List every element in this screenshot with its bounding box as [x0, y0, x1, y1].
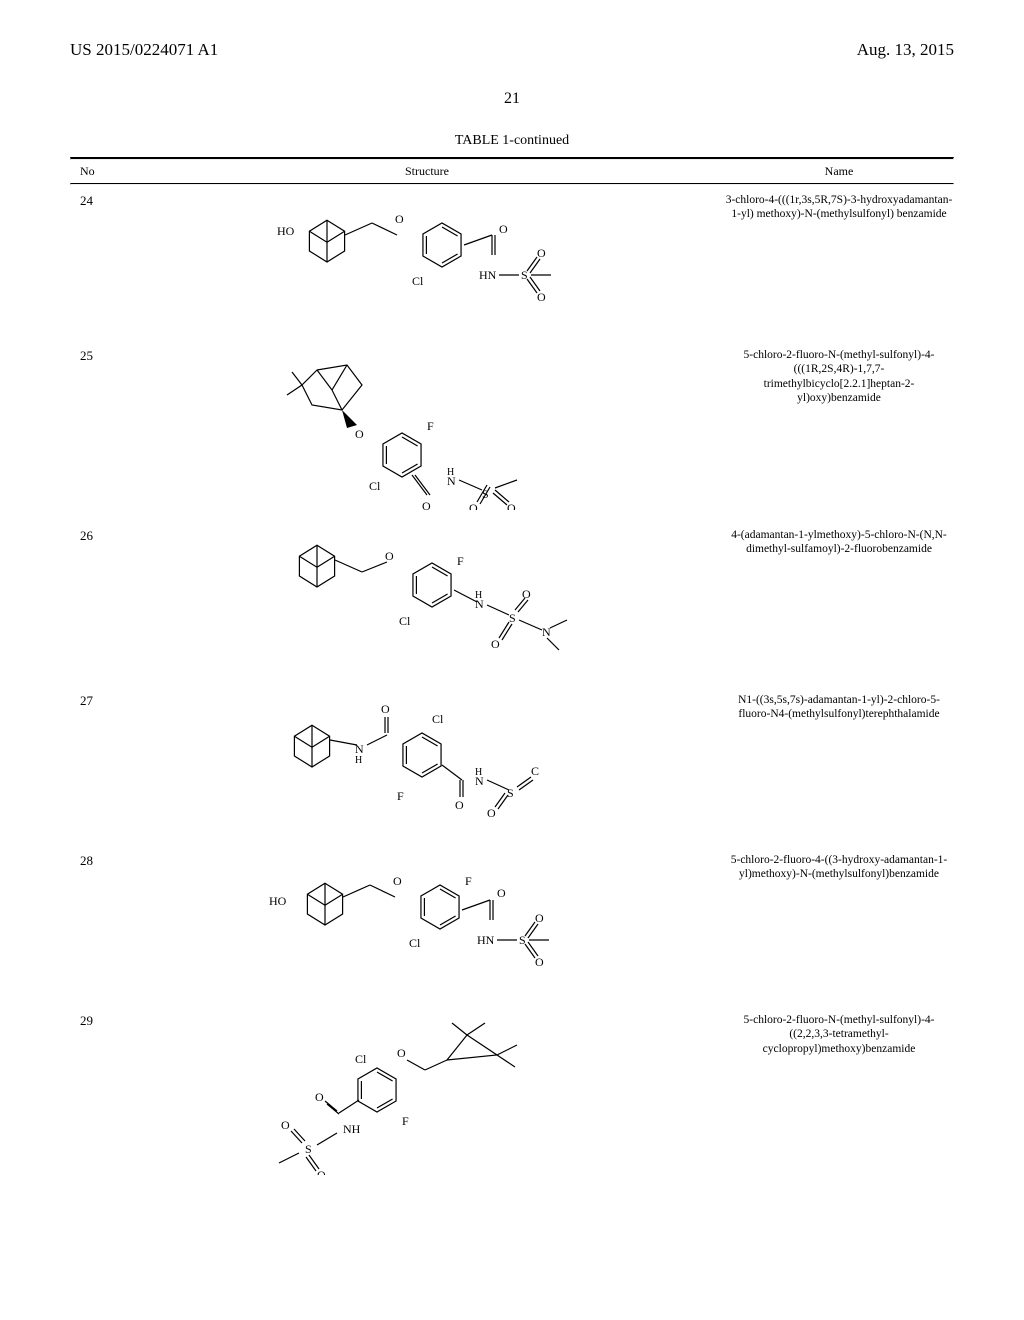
- svg-text:O: O: [393, 874, 402, 888]
- page-number: 21: [70, 90, 954, 108]
- svg-text:N: N: [542, 625, 551, 639]
- chemical-structure: OFClOHNSOO: [130, 340, 724, 510]
- table-row: 26OFClHNSOON4-(adamantan-1-ylmethoxy)-5-…: [70, 520, 954, 685]
- svg-text:O: O: [422, 499, 431, 510]
- svg-text:NH: NH: [343, 1122, 361, 1136]
- row-number: 27: [70, 685, 130, 709]
- table-row: 27NHOClFOHNSOCN1-((3s,5s,7s)-adamantan-1…: [70, 685, 954, 845]
- svg-text:Cl: Cl: [355, 1052, 367, 1066]
- chemical-structure: HOOClOHNSOO: [130, 185, 724, 330]
- svg-text:O: O: [395, 212, 404, 226]
- compound-name: 3-chloro-4-(((1r,3s,5R,7S)-3-hydroxyadam…: [724, 185, 954, 222]
- col-header-no: No: [70, 164, 130, 179]
- svg-text:O: O: [315, 1090, 324, 1104]
- chemical-structure: HOOFClOHNSOO: [130, 845, 724, 995]
- publication-number: US 2015/0224071 A1: [70, 40, 218, 60]
- compound-name: 5-chloro-2-fluoro-N-(methyl-sulfonyl)-4-…: [724, 340, 954, 406]
- row-number: 25: [70, 340, 130, 364]
- table-row: 25OFClOHNSOO5-chloro-2-fluoro-N-(methyl-…: [70, 340, 954, 520]
- svg-text:O: O: [397, 1046, 406, 1060]
- svg-text:Cl: Cl: [399, 614, 411, 628]
- col-header-structure: Structure: [130, 164, 724, 179]
- svg-text:N: N: [447, 474, 456, 488]
- svg-text:Cl: Cl: [369, 479, 381, 493]
- svg-text:N: N: [355, 742, 364, 756]
- svg-text:O: O: [507, 501, 516, 510]
- svg-text:O: O: [491, 637, 500, 651]
- svg-text:N: N: [475, 597, 484, 611]
- svg-text:O: O: [355, 427, 364, 441]
- publication-date: Aug. 13, 2015: [857, 40, 954, 60]
- compound-name: 4-(adamantan-1-ylmethoxy)-5-chloro-N-(N,…: [724, 520, 954, 557]
- chemical-structure: O Cl F O NH S O O: [130, 1005, 724, 1175]
- row-number: 24: [70, 185, 130, 209]
- svg-text:C: C: [531, 764, 539, 778]
- svg-text:S: S: [509, 611, 516, 625]
- svg-text:S: S: [519, 933, 526, 947]
- col-header-name: Name: [724, 164, 954, 179]
- svg-text:F: F: [457, 554, 464, 568]
- svg-text:S: S: [507, 786, 514, 800]
- svg-text:S: S: [521, 268, 528, 282]
- table-row: 29 O Cl F O NH S O O 5-chloro-2-fluoro-N-(methyl-…: [70, 1005, 954, 1185]
- svg-text:F: F: [402, 1114, 409, 1128]
- svg-text:O: O: [455, 798, 464, 812]
- svg-text:O: O: [537, 246, 546, 260]
- svg-text:O: O: [499, 222, 508, 236]
- compound-name: 5-chloro-2-fluoro-N-(methyl-sulfonyl)-4-…: [724, 1005, 954, 1056]
- svg-text:O: O: [381, 702, 390, 716]
- table-body: 24HOOClOHNSOO3-chloro-4-(((1r,3s,5R,7S)-…: [70, 185, 954, 1185]
- svg-text:O: O: [535, 911, 544, 925]
- svg-text:HN: HN: [477, 933, 495, 947]
- row-number: 29: [70, 1005, 130, 1029]
- svg-text:S: S: [305, 1142, 312, 1156]
- compound-name: 5-chloro-2-fluoro-4-((3-hydroxy-adamanta…: [724, 845, 954, 882]
- chemical-structure: NHOClFOHNSOC: [130, 685, 724, 835]
- svg-text:H: H: [355, 755, 362, 766]
- svg-text:O: O: [535, 955, 544, 969]
- svg-text:O: O: [537, 290, 546, 304]
- table-row: 24HOOClOHNSOO3-chloro-4-(((1r,3s,5R,7S)-…: [70, 185, 954, 340]
- table-row: 28HOOFClOHNSOO5-chloro-2-fluoro-4-((3-hy…: [70, 845, 954, 1005]
- compound-name: N1-((3s,5s,7s)-adamantan-1-yl)-2-chloro-…: [724, 685, 954, 722]
- svg-text:F: F: [427, 419, 434, 433]
- svg-text:O: O: [522, 587, 531, 601]
- svg-text:Cl: Cl: [432, 712, 444, 726]
- svg-text:HO: HO: [269, 894, 287, 908]
- svg-text:O: O: [497, 886, 506, 900]
- svg-text:F: F: [465, 874, 472, 888]
- column-headers: No Structure Name: [70, 160, 954, 183]
- row-number: 28: [70, 845, 130, 869]
- svg-text:Cl: Cl: [409, 936, 421, 950]
- page-header: US 2015/0224071 A1 Aug. 13, 2015: [70, 40, 954, 60]
- svg-text:N: N: [475, 774, 484, 788]
- svg-text:F: F: [397, 789, 404, 803]
- svg-text:O: O: [317, 1168, 326, 1175]
- row-number: 26: [70, 520, 130, 544]
- svg-text:O: O: [385, 549, 394, 563]
- table-title: TABLE 1-continued: [70, 133, 954, 149]
- svg-text:O: O: [487, 806, 496, 820]
- svg-text:O: O: [281, 1118, 290, 1132]
- chemical-structure: OFClHNSOON: [130, 520, 724, 675]
- svg-text:HO: HO: [277, 224, 295, 238]
- svg-text:Cl: Cl: [412, 274, 424, 288]
- svg-text:O: O: [469, 501, 478, 510]
- svg-text:HN: HN: [479, 268, 497, 282]
